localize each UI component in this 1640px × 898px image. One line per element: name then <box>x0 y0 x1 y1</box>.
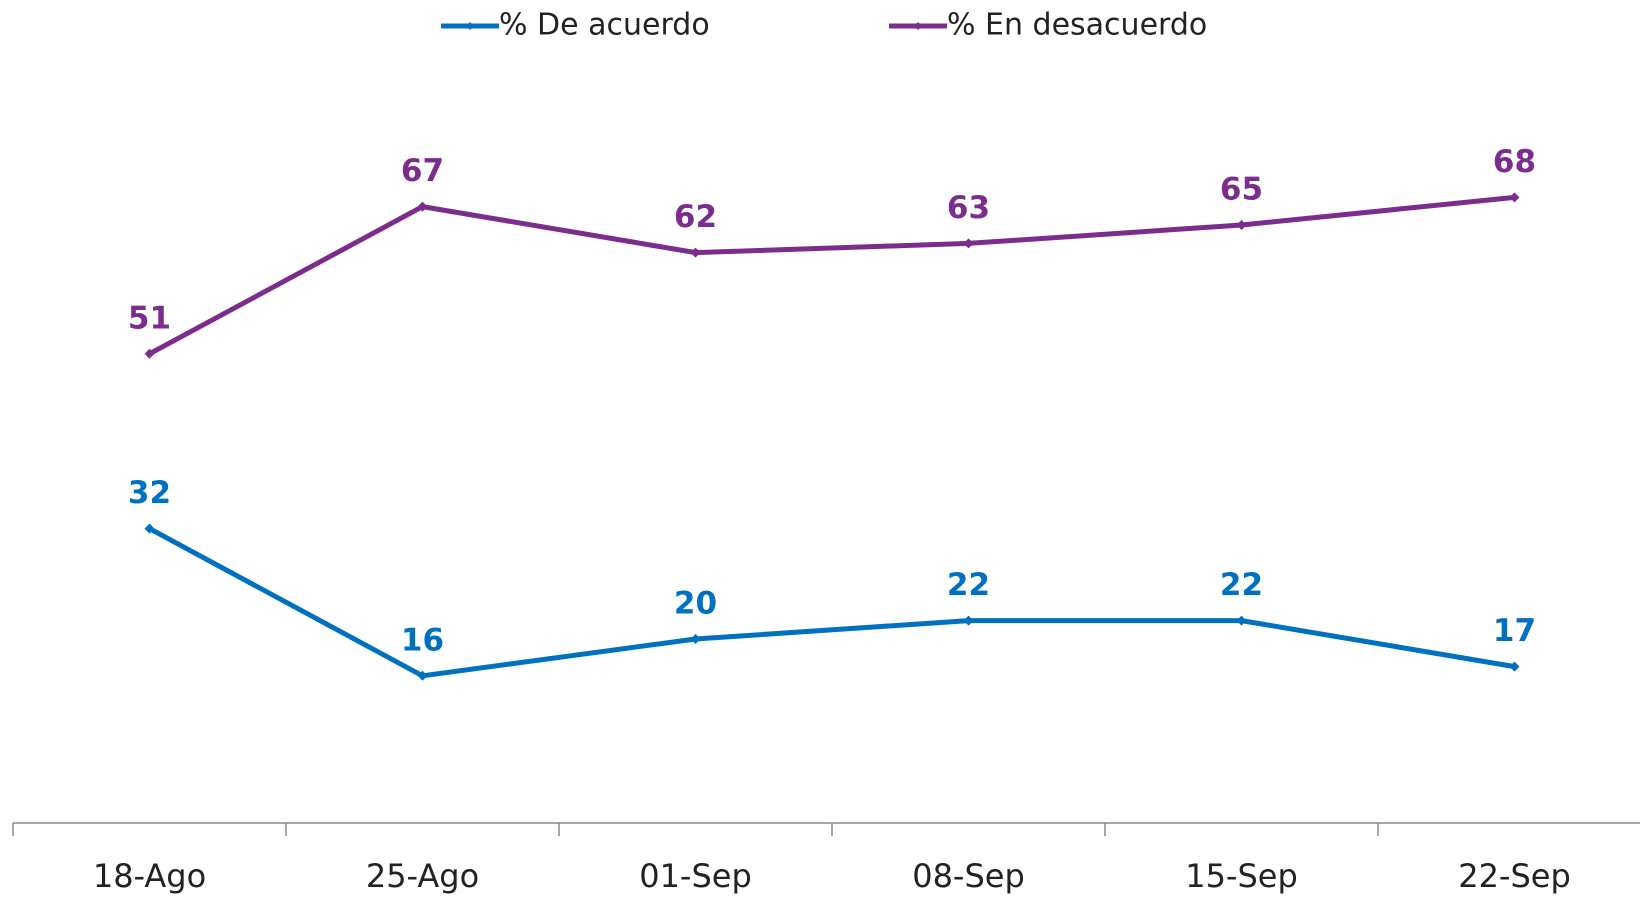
point-marker <box>417 201 428 212</box>
point-marker <box>144 523 155 534</box>
x-tick-label: 01-Sep <box>639 857 752 895</box>
x-tick-label: 08-Sep <box>912 857 1025 895</box>
point-marker <box>1509 661 1520 672</box>
x-tick-label: 25-Ago <box>366 857 479 895</box>
data-label: 22 <box>947 567 990 603</box>
point-marker <box>1509 192 1520 203</box>
data-label: 63 <box>947 190 990 226</box>
data-label: 65 <box>1220 172 1263 208</box>
legend-marker <box>466 22 474 30</box>
data-label: 17 <box>1493 613 1536 649</box>
point-marker <box>690 634 701 644</box>
point-marker <box>690 247 701 258</box>
point-marker <box>963 615 974 626</box>
data-label: 20 <box>674 586 717 622</box>
series-line <box>148 526 1515 679</box>
series-line <box>148 194 1515 357</box>
legend-label: % En desacuerdo <box>947 8 1207 43</box>
legend-label: % De acuerdo <box>499 8 710 43</box>
data-label: 62 <box>674 199 717 235</box>
legend-marker <box>914 22 922 30</box>
point-marker <box>144 348 155 359</box>
data-label: 67 <box>401 153 444 189</box>
point-marker <box>417 670 428 681</box>
point-marker <box>1236 615 1247 626</box>
point-marker <box>1236 220 1247 230</box>
data-label: 16 <box>401 622 444 658</box>
data-label: 51 <box>128 300 171 336</box>
x-tick-label: 18-Ago <box>93 857 206 895</box>
data-label: 68 <box>1493 144 1536 180</box>
data-label: 22 <box>1220 567 1263 603</box>
x-tick-label: 15-Sep <box>1185 857 1298 895</box>
data-label: 32 <box>128 475 171 511</box>
x-tick-label: 22-Sep <box>1458 857 1571 895</box>
point-marker <box>963 238 974 249</box>
